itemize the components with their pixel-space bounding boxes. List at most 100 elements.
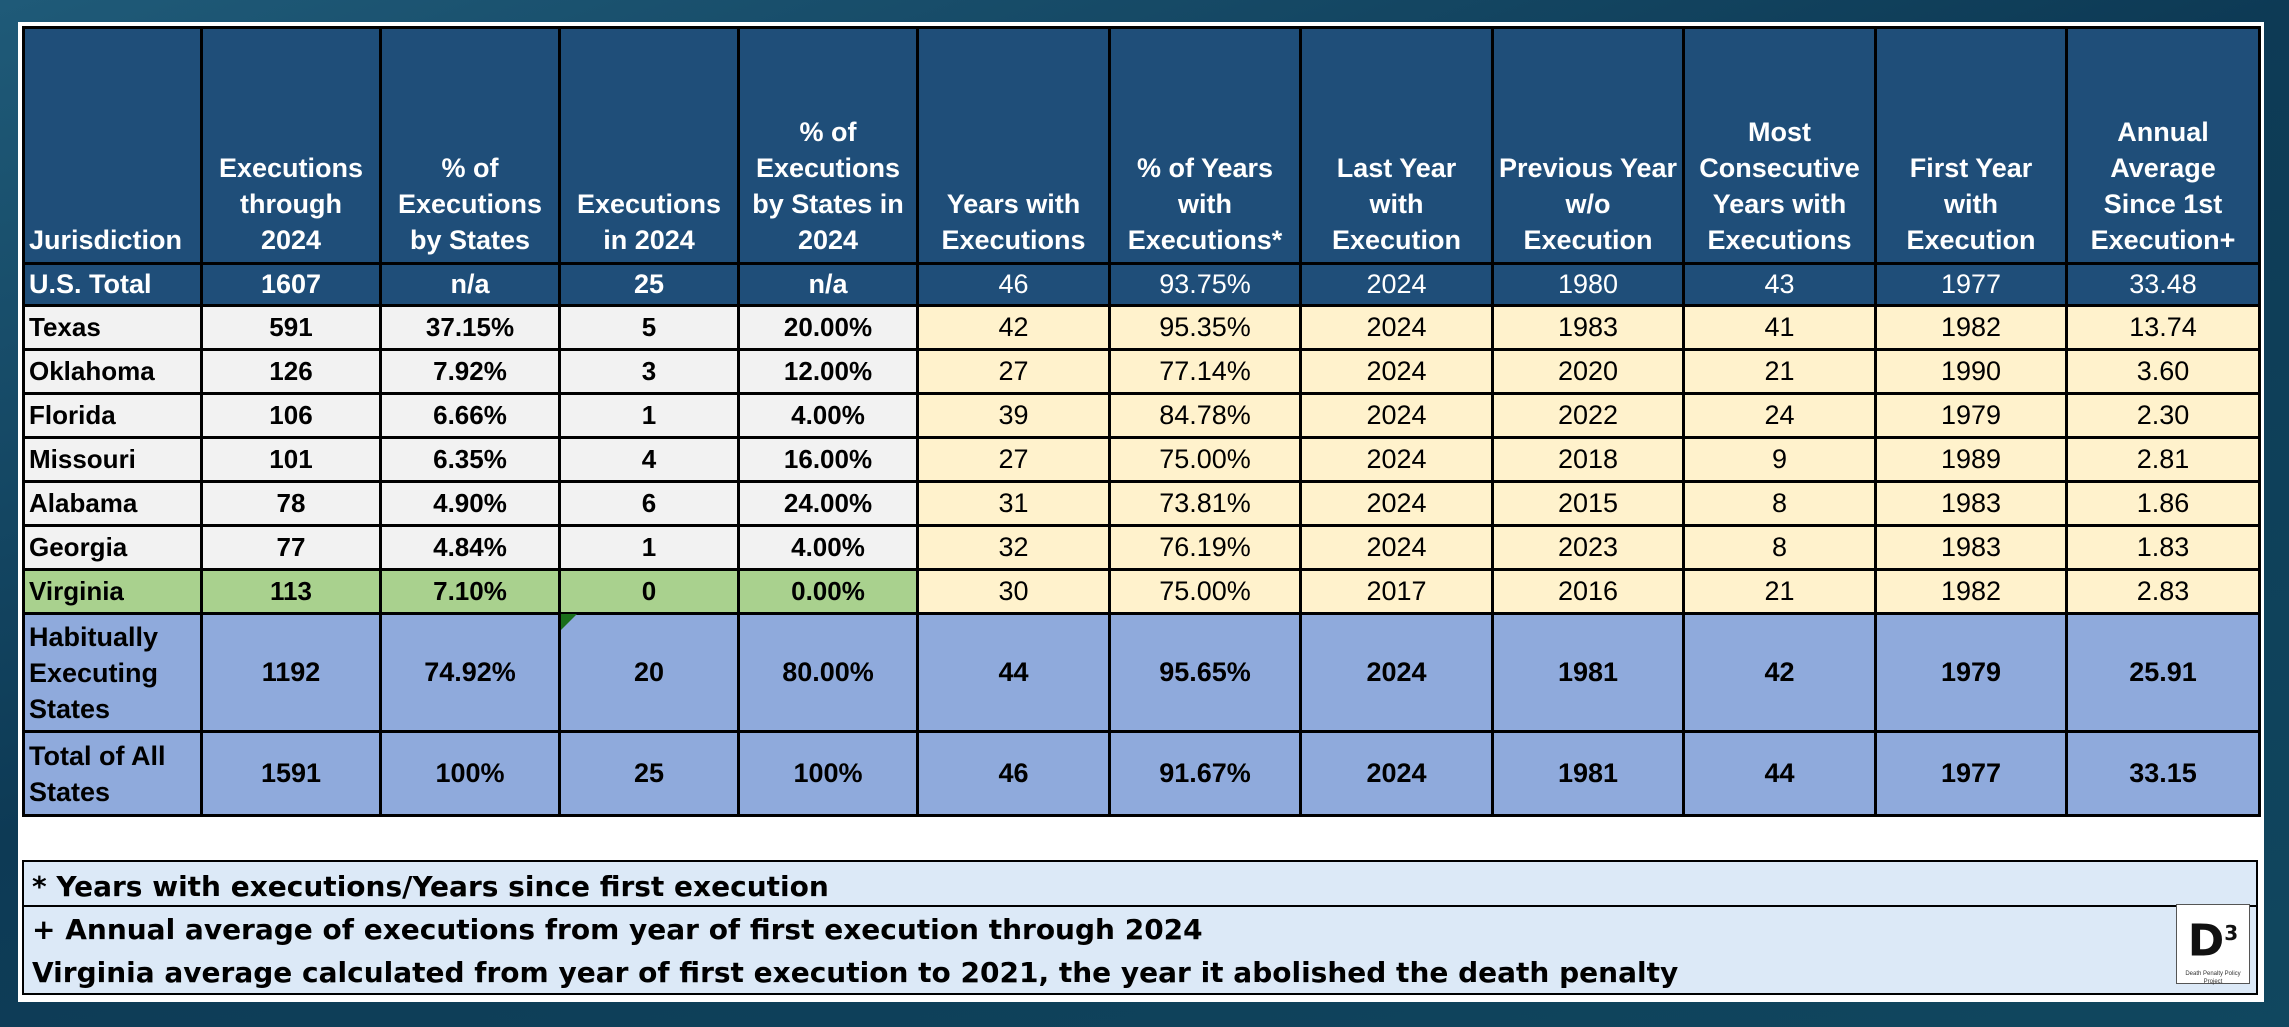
- table-cell: 1980: [1491, 262, 1685, 307]
- table-cell: 1.83: [2065, 524, 2261, 571]
- table-cell: 32: [916, 524, 1111, 571]
- table-cell: 1983: [1874, 524, 2068, 571]
- table-cell: 2.83: [2065, 568, 2261, 615]
- table-cell: 1977: [1874, 262, 2068, 307]
- table-cell: 4.84%: [379, 524, 561, 571]
- table-cell: 93.75%: [1108, 262, 1302, 307]
- table-cell: 2024: [1299, 436, 1494, 483]
- us-total-row: U.S. Total 1607 n/a 25 n/a 46 93.75% 202…: [22, 262, 2261, 307]
- state-row-missouri: Missouri 101 6.35% 4 16.00% 27 75.00% 20…: [22, 436, 2261, 483]
- table-cell: 25: [558, 262, 740, 307]
- table-cell: 2015: [1491, 480, 1685, 527]
- table-cell: 30: [916, 568, 1111, 615]
- table-cell: 42: [916, 304, 1111, 351]
- logo-mark: D3: [2187, 915, 2239, 967]
- table-cell: 1982: [1874, 304, 2068, 351]
- table-cell: 80.00%: [737, 612, 919, 733]
- table-cell: 2.81: [2065, 436, 2261, 483]
- table-cell: Oklahoma: [22, 348, 203, 395]
- table-cell: n/a: [737, 262, 919, 307]
- table-cell: 3.60: [2065, 348, 2261, 395]
- table-cell: 0.00%: [737, 568, 919, 615]
- table-cell: Total of All States: [22, 730, 203, 817]
- footnote-virginia: Virginia average calculated from year of…: [32, 956, 1679, 989]
- state-row-georgia: Georgia 77 4.84% 1 4.00% 32 76.19% 2024 …: [22, 524, 2261, 571]
- table-cell: 1192: [200, 612, 382, 733]
- table-cell: 2024: [1299, 730, 1494, 817]
- table-cell: 7.10%: [379, 568, 561, 615]
- header-cell: % of Years with Executions*: [1108, 26, 1302, 265]
- table-cell: 33.15: [2065, 730, 2261, 817]
- table-cell: U.S. Total: [22, 262, 203, 307]
- table-cell: 37.15%: [379, 304, 561, 351]
- table-cell: 4: [558, 436, 740, 483]
- table-cell: 2024: [1299, 524, 1494, 571]
- table-frame: Jurisdiction Executions through 2024 % o…: [18, 22, 2264, 1002]
- table-cell: 20.00%: [737, 304, 919, 351]
- table-cell: 4.00%: [737, 392, 919, 439]
- table-cell: 42: [1682, 612, 1877, 733]
- table-cell: 1982: [1874, 568, 2068, 615]
- state-row-florida: Florida 106 6.66% 1 4.00% 39 84.78% 2024…: [22, 392, 2261, 439]
- table-cell: 24: [1682, 392, 1877, 439]
- table-cell: Habitually Executing States: [22, 612, 203, 733]
- table-cell: 2.30: [2065, 392, 2261, 439]
- table-cell: 6: [558, 480, 740, 527]
- table-cell: 1990: [1874, 348, 2068, 395]
- table-cell: 1981: [1491, 730, 1685, 817]
- table-cell: 113: [200, 568, 382, 615]
- table-cell: Georgia: [22, 524, 203, 571]
- executions-table: Jurisdiction Executions through 2024 % o…: [22, 26, 2261, 817]
- logo-text: Death Penalty Policy Project: [2185, 970, 2241, 985]
- header-cell: Executions in 2024: [558, 26, 740, 265]
- table-cell: 2018: [1491, 436, 1685, 483]
- table-cell: 44: [1682, 730, 1877, 817]
- table-cell: 2017: [1299, 568, 1494, 615]
- table-cell: 46: [916, 730, 1111, 817]
- table-cell: 591: [200, 304, 382, 351]
- table-cell: 1989: [1874, 436, 2068, 483]
- dppp-logo: D3 Death Penalty Policy Project: [2176, 904, 2250, 985]
- table-cell: 95.65%: [1108, 612, 1302, 733]
- table-cell: 76.19%: [1108, 524, 1302, 571]
- table-cell: 77.14%: [1108, 348, 1302, 395]
- table-cell: Missouri: [22, 436, 203, 483]
- table-cell: 2024: [1299, 262, 1494, 307]
- table-cell: 16.00%: [737, 436, 919, 483]
- table-cell: 1977: [1874, 730, 2068, 817]
- table-cell: 1.86: [2065, 480, 2261, 527]
- table-cell: 2022: [1491, 392, 1685, 439]
- table-cell: 2020: [1491, 348, 1685, 395]
- table-cell: Florida: [22, 392, 203, 439]
- table-cell: 1981: [1491, 612, 1685, 733]
- table-cell: 1983: [1491, 304, 1685, 351]
- table-cell: 74.92%: [379, 612, 561, 733]
- table-cell: 95.35%: [1108, 304, 1302, 351]
- table-cell: 24.00%: [737, 480, 919, 527]
- header-cell: Annual Average Since 1st Execution+: [2065, 26, 2261, 265]
- cell-comment-marker: [561, 614, 577, 630]
- table-cell: 31: [916, 480, 1111, 527]
- table-cell: 39: [916, 392, 1111, 439]
- table-cell: 75.00%: [1108, 436, 1302, 483]
- table-cell: 100%: [737, 730, 919, 817]
- table-cell: 1983: [1874, 480, 2068, 527]
- table-cell: 13.74: [2065, 304, 2261, 351]
- state-row-texas: Texas 591 37.15% 5 20.00% 42 95.35% 2024…: [22, 304, 2261, 351]
- table-cell: 21: [1682, 568, 1877, 615]
- table-cell: 21: [1682, 348, 1877, 395]
- table-cell: 91.67%: [1108, 730, 1302, 817]
- table-cell: 73.81%: [1108, 480, 1302, 527]
- footnotes: * Years with executions/Years since firs…: [22, 860, 2258, 995]
- table-cell: 3: [558, 348, 740, 395]
- table-cell: 1: [558, 392, 740, 439]
- state-row-alabama: Alabama 78 4.90% 6 24.00% 31 73.81% 2024…: [22, 480, 2261, 527]
- table-cell: 2024: [1299, 480, 1494, 527]
- header-cell: Jurisdiction: [22, 26, 203, 265]
- table-cell: 1607: [200, 262, 382, 307]
- table-cell: 1591: [200, 730, 382, 817]
- table-cell: 2023: [1491, 524, 1685, 571]
- table-cell: 1979: [1874, 392, 2068, 439]
- header-cell: First Year with Execution: [1874, 26, 2068, 265]
- table-cell: 2016: [1491, 568, 1685, 615]
